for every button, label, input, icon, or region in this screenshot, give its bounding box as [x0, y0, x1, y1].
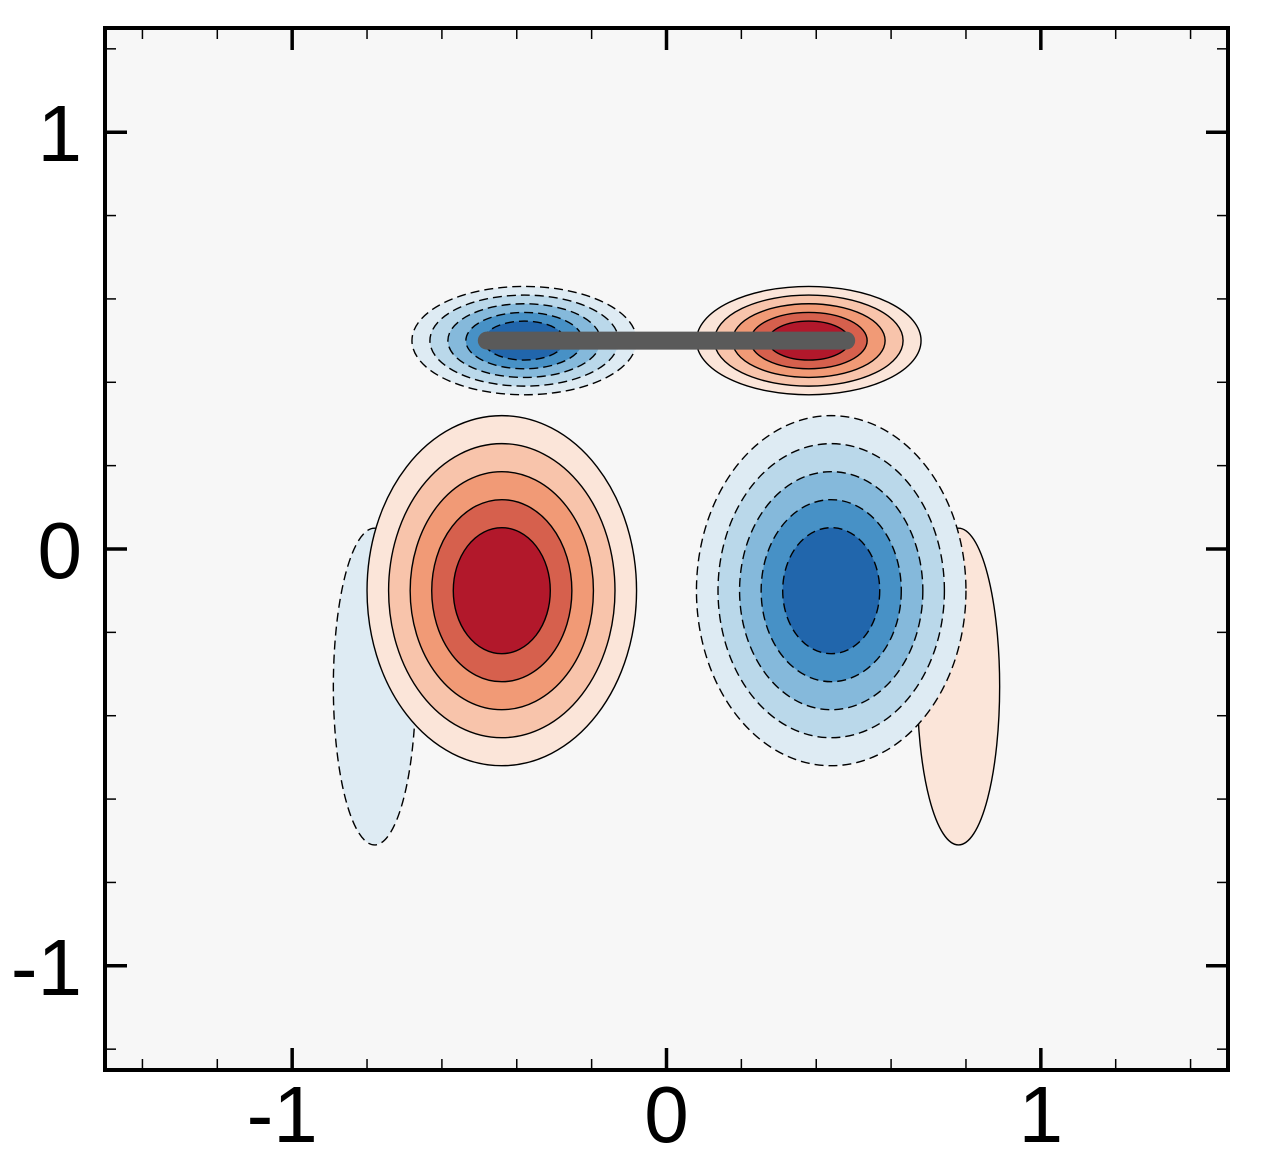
contour-regions	[332, 285, 1001, 846]
y-axis-tick-labels: 1 0 -1	[11, 89, 82, 1012]
plot-background	[105, 28, 1228, 1070]
x-tick-label-1: 1	[1019, 1070, 1064, 1159]
x-tick-label-0: 0	[644, 1070, 689, 1159]
y-tick-label-neg1: -1	[11, 923, 82, 1012]
x-axis-tick-labels: -1 0 1	[247, 1070, 1063, 1159]
contour-neg-region-3-level-5	[781, 526, 881, 655]
contour-pos-region-2-level-5	[452, 526, 552, 655]
y-tick-label-0: 0	[38, 506, 83, 595]
axis-ticks	[105, 28, 1228, 1070]
y-tick-label-1: 1	[38, 89, 83, 178]
x-tick-label-neg1: -1	[247, 1070, 318, 1159]
